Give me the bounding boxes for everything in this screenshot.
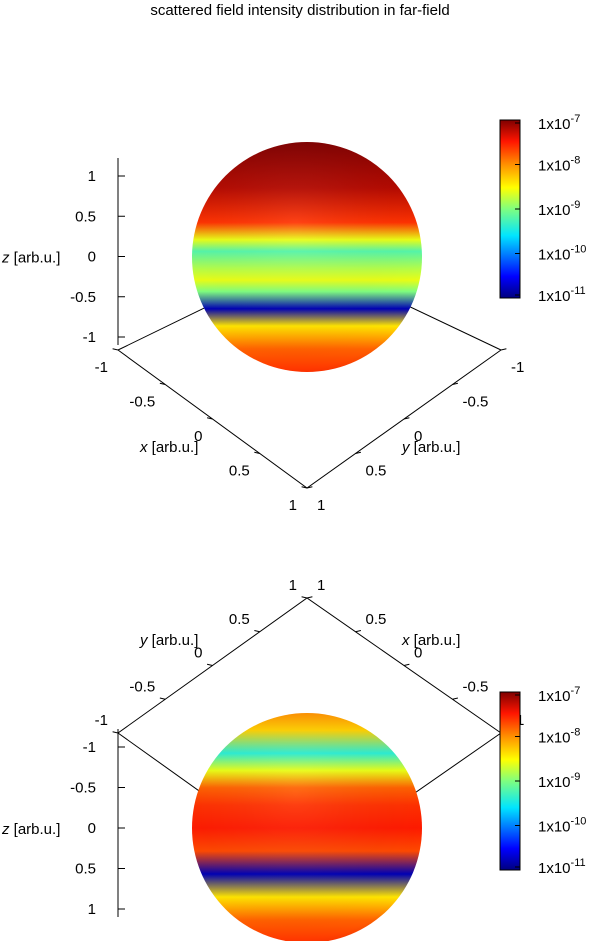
- z-axis-label: z [arb.u.]: [1, 250, 60, 267]
- x-axis-tick-label: 0.5: [366, 611, 387, 628]
- x-axis-tick: [112, 348, 119, 351]
- x-axis-tick: [403, 663, 410, 666]
- x-axis-tick-label: 1: [289, 497, 297, 514]
- x-axis-tick-label: 0: [414, 645, 422, 662]
- z-tick-label: 0.5: [75, 861, 96, 878]
- x-axis-tick: [206, 417, 213, 420]
- y-axis-label: y [arb.u.]: [139, 632, 198, 649]
- colorbar-tick-label: 1x10-10: [538, 244, 586, 264]
- x-axis-tick: [306, 596, 313, 599]
- x-axis-tick-label: -0.5: [129, 394, 155, 411]
- z-tick-label: 0.5: [75, 208, 96, 225]
- y-axis-tick: [254, 630, 260, 633]
- figure-title: scattered field intensity distribution i…: [150, 2, 450, 19]
- y-axis-tick: [452, 382, 459, 385]
- x-axis-tick: [301, 486, 308, 489]
- z-tick-label: 0: [88, 820, 96, 837]
- x-axis-tick: [452, 697, 459, 700]
- x-axis-tick-label: -1: [95, 359, 108, 376]
- x-axis-tick-label: 1: [317, 577, 325, 594]
- z-axis-label: z [arb.u.]: [1, 821, 60, 838]
- z-tick-label: -0.5: [70, 780, 96, 797]
- y-axis-tick: [159, 697, 166, 700]
- y-axis-tick-label: -1: [511, 359, 524, 376]
- x-axis-tick: [355, 630, 362, 633]
- x-axis-label: x [arb.u.]: [139, 439, 198, 456]
- colorbar-tick-label: 1x10-10: [538, 816, 586, 836]
- bottom-view-panel: -1 -0.5 0 0.5 1 z [arb.u.] -1 -0.5 0 0.5 1 1 0.5 0 -0.…: [1, 577, 586, 941]
- y-axis-tick-label: -1: [95, 712, 108, 729]
- y-axis-tick: [112, 731, 119, 734]
- z-tick-label: -1: [83, 739, 96, 756]
- y-axis-tick-label: 1: [289, 577, 297, 594]
- colorbar-tick-label: 1x10-7: [538, 685, 580, 705]
- colorbar-tick-label: 1x10-9: [538, 771, 580, 791]
- colorbar-tick-label: 1x10-8: [538, 155, 580, 175]
- y-axis-tick-label: 0.5: [229, 611, 250, 628]
- colorbar-tick-label: 1x10-8: [538, 727, 580, 747]
- y-axis-tick: [355, 451, 362, 454]
- x-axis-tick: [159, 382, 166, 385]
- top-view-panel: 1 0.5 0 -0.5 -1 z [arb.u.] -1 -0.5 0 0.5 1 1 0.5 0 -0.…: [1, 113, 586, 514]
- y-axis-tick-label: 1: [317, 497, 325, 514]
- z-tick-label: 0: [88, 249, 96, 266]
- y-axis-tick-label: 0.5: [366, 463, 387, 480]
- x-axis-tick: [254, 451, 260, 454]
- y-axis-tick: [500, 348, 507, 351]
- z-tick-label: -0.5: [70, 289, 96, 306]
- y-axis-tick-label: -0.5: [463, 394, 489, 411]
- sphere-shading: [192, 142, 422, 372]
- x-axis-label: x [arb.u.]: [401, 632, 460, 649]
- y-axis-tick: [306, 486, 313, 489]
- colorbar-tick-label: 1x10-9: [538, 199, 580, 219]
- colorbar-tick-label: 1x10-7: [538, 113, 580, 133]
- y-axis-tick-label: 0: [414, 428, 422, 445]
- y-axis-tick: [403, 417, 410, 420]
- colorbar-tick-label: 1x10-11: [538, 285, 586, 305]
- y-axis-label: y [arb.u.]: [401, 439, 460, 456]
- x-axis-tick-label: 0.5: [229, 463, 250, 480]
- sphere-shading: [192, 713, 422, 941]
- base-back-edges: [117, 597, 502, 734]
- z-tick-label: -1: [83, 329, 96, 346]
- x-axis-tick-label: 0: [194, 428, 202, 445]
- z-tick-label: 1: [88, 901, 96, 918]
- x-axis-tick-label: -0.5: [463, 678, 489, 695]
- y-axis-tick-label: 0: [194, 645, 202, 662]
- y-axis-tick: [301, 596, 308, 599]
- z-tick-label: 1: [88, 168, 96, 185]
- colorbar-tick-label: 1x10-11: [538, 857, 586, 877]
- y-axis-tick: [206, 663, 213, 666]
- y-axis-tick-label: -0.5: [129, 678, 155, 695]
